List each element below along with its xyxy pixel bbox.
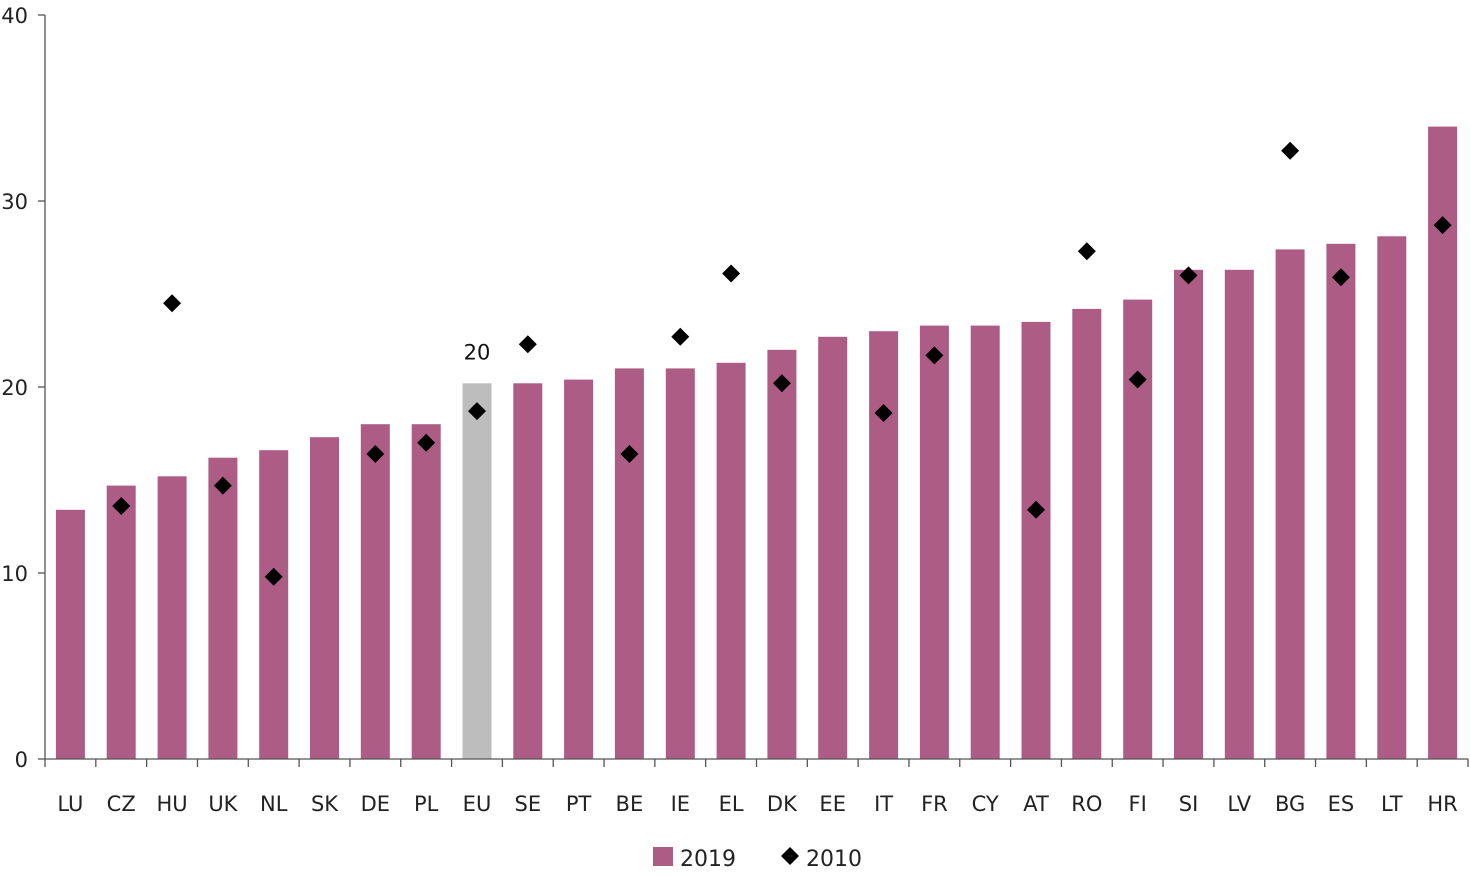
x-tick-label-si: SI bbox=[1179, 792, 1199, 816]
x-tick-label-uk: UK bbox=[208, 792, 238, 816]
bar-fi[interactable] bbox=[1123, 299, 1153, 759]
x-tick-label-it: IT bbox=[874, 792, 893, 816]
y-tick-label-10: 10 bbox=[1, 562, 28, 586]
x-tick-label-dk: DK bbox=[767, 792, 798, 816]
x-tick-label-pt: PT bbox=[566, 792, 592, 816]
bar-uk[interactable] bbox=[208, 457, 238, 759]
x-tick-label-eu: EU bbox=[463, 792, 492, 816]
x-tick-label-at: AT bbox=[1023, 792, 1049, 816]
marker-2010-fr[interactable] bbox=[925, 346, 944, 365]
x-tick-label-cy: CY bbox=[972, 792, 999, 816]
bar-lv[interactable] bbox=[1224, 269, 1254, 759]
x-tick-label-el: EL bbox=[719, 792, 744, 816]
bars-layer bbox=[55, 126, 1458, 760]
bar-ee[interactable] bbox=[818, 336, 848, 759]
marker-2010-es[interactable] bbox=[1331, 268, 1350, 287]
y-tick-label-30: 30 bbox=[1, 190, 28, 214]
bar-ie[interactable] bbox=[665, 368, 695, 759]
axes-layer bbox=[38, 14, 1469, 767]
bar-it[interactable] bbox=[869, 331, 899, 759]
bar-cz[interactable] bbox=[106, 485, 136, 759]
bar-el[interactable] bbox=[716, 362, 746, 759]
bar-sk[interactable] bbox=[310, 437, 339, 759]
x-tick-label-lv: LV bbox=[1227, 792, 1251, 816]
marker-2010-el[interactable] bbox=[722, 264, 741, 283]
x-tick-label-nl: NL bbox=[260, 792, 288, 816]
x-tick-label-be: BE bbox=[616, 792, 644, 816]
legend-swatch-2010 bbox=[781, 847, 799, 865]
x-tick-label-hu: HU bbox=[157, 792, 188, 816]
marker-2010-fi[interactable] bbox=[1128, 370, 1147, 389]
bar-pl[interactable] bbox=[411, 424, 441, 759]
bar-nl[interactable] bbox=[259, 450, 289, 759]
bar-bg[interactable] bbox=[1275, 249, 1305, 759]
y-tick-label-40: 40 bbox=[1, 4, 28, 28]
x-tick-label-bg: BG bbox=[1275, 792, 1305, 816]
bar-be[interactable] bbox=[614, 368, 644, 759]
marker-2010-si[interactable] bbox=[1179, 266, 1198, 285]
marker-2010-nl[interactable] bbox=[264, 567, 283, 586]
x-tick-label-de: DE bbox=[361, 792, 390, 816]
marker-2010-at[interactable] bbox=[1027, 500, 1046, 519]
marker-2010-ie[interactable] bbox=[671, 327, 690, 346]
data-label-eu: 20 bbox=[464, 340, 491, 364]
bar-ro[interactable] bbox=[1072, 308, 1102, 759]
marker-2010-bg[interactable] bbox=[1281, 141, 1300, 160]
bar-pt[interactable] bbox=[564, 379, 594, 759]
legend-item-2010[interactable]: 2010 bbox=[781, 847, 862, 872]
marker-2010-hu[interactable] bbox=[163, 294, 182, 313]
legend-label-2010: 2010 bbox=[806, 847, 862, 872]
bar-lu[interactable] bbox=[55, 509, 85, 759]
x-tick-label-lt: LT bbox=[1381, 792, 1403, 816]
marker-2010-cz[interactable] bbox=[112, 497, 131, 516]
bar-de[interactable] bbox=[360, 424, 390, 759]
marker-2010-hr[interactable] bbox=[1433, 216, 1452, 235]
marker-2010-uk[interactable] bbox=[213, 476, 232, 495]
legend-swatch-2019 bbox=[653, 847, 673, 866]
marker-2010-de[interactable] bbox=[366, 444, 385, 463]
x-tick-label-pl: PL bbox=[414, 792, 439, 816]
x-tick-label-lu: LU bbox=[57, 792, 83, 816]
bar-hu[interactable] bbox=[157, 476, 187, 759]
bar-cy[interactable] bbox=[970, 325, 1000, 759]
bar-es[interactable] bbox=[1326, 243, 1356, 760]
x-tick-label-sk: SK bbox=[311, 792, 339, 816]
bar-lt[interactable] bbox=[1377, 236, 1407, 760]
x-tick-label-hr: HR bbox=[1427, 792, 1457, 816]
y-tick-label-0: 0 bbox=[15, 748, 28, 772]
legend-item-2019[interactable]: 2019 bbox=[653, 847, 736, 872]
x-tick-label-ro: RO bbox=[1071, 792, 1102, 816]
marker-2010-it[interactable] bbox=[874, 404, 893, 423]
x-tick-label-es: ES bbox=[1328, 792, 1355, 816]
bar-si[interactable] bbox=[1174, 269, 1203, 759]
markers-layer bbox=[112, 141, 1452, 586]
x-tick-label-fi: FI bbox=[1129, 792, 1147, 816]
y-tick-label-20: 20 bbox=[1, 376, 28, 400]
x-tick-label-ee: EE bbox=[819, 792, 846, 816]
bar-se[interactable] bbox=[513, 383, 543, 759]
marker-2010-be[interactable] bbox=[620, 444, 639, 463]
x-tick-label-cz: CZ bbox=[107, 792, 136, 816]
bar-eu[interactable] bbox=[462, 383, 492, 759]
x-tick-label-se: SE bbox=[514, 792, 541, 816]
legend-label-2019: 2019 bbox=[680, 847, 736, 872]
marker-2010-se[interactable] bbox=[518, 335, 537, 354]
bar-dk[interactable] bbox=[767, 349, 797, 759]
marker-2010-eu[interactable] bbox=[467, 402, 486, 421]
marker-2010-ro[interactable] bbox=[1077, 242, 1096, 261]
legend: 2019 2010 bbox=[653, 847, 862, 872]
x-tick-label-ie: IE bbox=[671, 792, 690, 816]
bar-at[interactable] bbox=[1021, 321, 1051, 759]
x-tick-label-fr: FR bbox=[921, 792, 948, 816]
marker-2010-dk[interactable] bbox=[772, 374, 791, 393]
bar-fr[interactable] bbox=[919, 325, 949, 759]
marker-2010-pl[interactable] bbox=[417, 433, 436, 452]
labels-layer: 20 0 10 20 30 40 LU CZ HU UK NL SK DE PL EU SE PT BE IE EL D… bbox=[1, 4, 1458, 816]
